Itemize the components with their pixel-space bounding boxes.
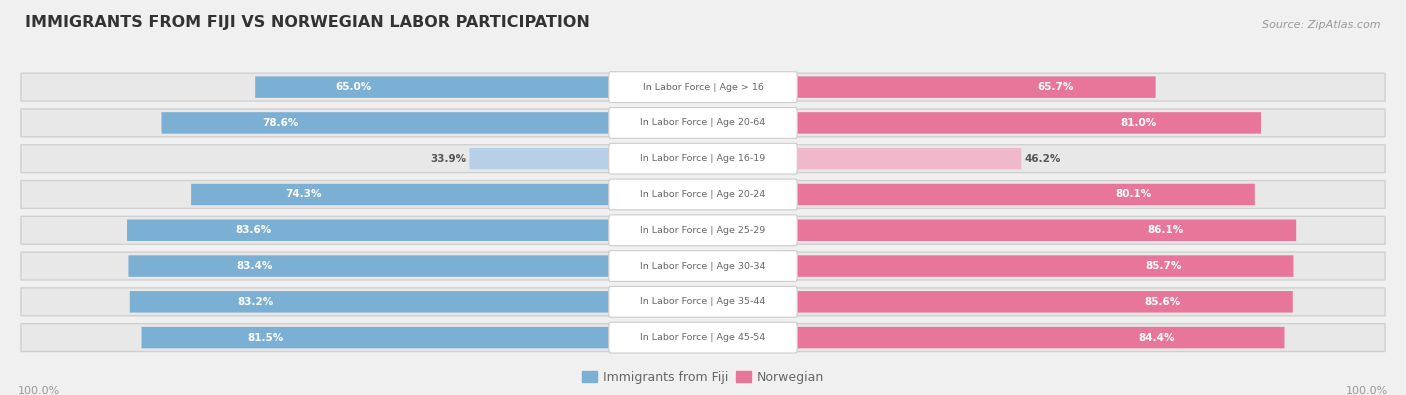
FancyBboxPatch shape bbox=[703, 184, 1254, 205]
Text: 84.4%: 84.4% bbox=[1139, 333, 1175, 342]
Text: Source: ZipAtlas.com: Source: ZipAtlas.com bbox=[1263, 20, 1381, 30]
Text: 33.9%: 33.9% bbox=[430, 154, 465, 164]
Text: 74.3%: 74.3% bbox=[285, 190, 322, 199]
FancyBboxPatch shape bbox=[703, 112, 1261, 134]
Text: In Labor Force | Age 30-34: In Labor Force | Age 30-34 bbox=[640, 261, 766, 271]
FancyBboxPatch shape bbox=[609, 286, 797, 317]
Text: In Labor Force | Age 20-24: In Labor Force | Age 20-24 bbox=[640, 190, 766, 199]
Text: In Labor Force | Age 20-64: In Labor Force | Age 20-64 bbox=[640, 118, 766, 128]
FancyBboxPatch shape bbox=[703, 148, 1021, 169]
FancyBboxPatch shape bbox=[609, 72, 797, 103]
Text: 83.4%: 83.4% bbox=[236, 261, 273, 271]
Text: 83.2%: 83.2% bbox=[238, 297, 274, 307]
Text: 46.2%: 46.2% bbox=[1025, 154, 1062, 164]
FancyBboxPatch shape bbox=[21, 288, 1385, 316]
FancyBboxPatch shape bbox=[703, 255, 1294, 277]
FancyBboxPatch shape bbox=[703, 76, 1156, 98]
Text: 65.0%: 65.0% bbox=[336, 82, 371, 92]
FancyBboxPatch shape bbox=[609, 107, 797, 138]
FancyBboxPatch shape bbox=[21, 181, 1385, 209]
Text: IMMIGRANTS FROM FIJI VS NORWEGIAN LABOR PARTICIPATION: IMMIGRANTS FROM FIJI VS NORWEGIAN LABOR … bbox=[25, 15, 591, 30]
Text: 65.7%: 65.7% bbox=[1038, 82, 1074, 92]
Legend: Immigrants from Fiji, Norwegian: Immigrants from Fiji, Norwegian bbox=[576, 366, 830, 389]
FancyBboxPatch shape bbox=[21, 73, 1385, 101]
Text: 86.1%: 86.1% bbox=[1147, 225, 1184, 235]
FancyBboxPatch shape bbox=[703, 220, 1296, 241]
FancyBboxPatch shape bbox=[609, 179, 797, 210]
FancyBboxPatch shape bbox=[129, 291, 703, 312]
FancyBboxPatch shape bbox=[142, 327, 703, 348]
FancyBboxPatch shape bbox=[703, 327, 1285, 348]
FancyBboxPatch shape bbox=[21, 109, 1385, 137]
FancyBboxPatch shape bbox=[470, 148, 703, 169]
FancyBboxPatch shape bbox=[609, 215, 797, 246]
Text: 81.5%: 81.5% bbox=[247, 333, 283, 342]
Text: 83.6%: 83.6% bbox=[236, 225, 271, 235]
Text: 81.0%: 81.0% bbox=[1121, 118, 1156, 128]
FancyBboxPatch shape bbox=[609, 143, 797, 174]
FancyBboxPatch shape bbox=[127, 220, 703, 241]
FancyBboxPatch shape bbox=[162, 112, 703, 134]
FancyBboxPatch shape bbox=[128, 255, 703, 277]
Text: In Labor Force | Age 25-29: In Labor Force | Age 25-29 bbox=[640, 226, 766, 235]
FancyBboxPatch shape bbox=[191, 184, 703, 205]
FancyBboxPatch shape bbox=[703, 291, 1292, 312]
Text: 85.7%: 85.7% bbox=[1146, 261, 1181, 271]
FancyBboxPatch shape bbox=[21, 324, 1385, 352]
FancyBboxPatch shape bbox=[21, 216, 1385, 244]
Text: In Labor Force | Age 16-19: In Labor Force | Age 16-19 bbox=[640, 154, 766, 163]
Text: In Labor Force | Age 35-44: In Labor Force | Age 35-44 bbox=[640, 297, 766, 307]
Text: In Labor Force | Age > 16: In Labor Force | Age > 16 bbox=[643, 83, 763, 92]
Text: 100.0%: 100.0% bbox=[18, 386, 60, 395]
FancyBboxPatch shape bbox=[609, 322, 797, 353]
FancyBboxPatch shape bbox=[21, 145, 1385, 173]
FancyBboxPatch shape bbox=[256, 76, 703, 98]
Text: 80.1%: 80.1% bbox=[1115, 190, 1152, 199]
FancyBboxPatch shape bbox=[21, 252, 1385, 280]
Text: 100.0%: 100.0% bbox=[1346, 386, 1388, 395]
Text: 85.6%: 85.6% bbox=[1144, 297, 1181, 307]
FancyBboxPatch shape bbox=[609, 251, 797, 281]
Text: In Labor Force | Age 45-54: In Labor Force | Age 45-54 bbox=[640, 333, 766, 342]
Text: 78.6%: 78.6% bbox=[263, 118, 299, 128]
